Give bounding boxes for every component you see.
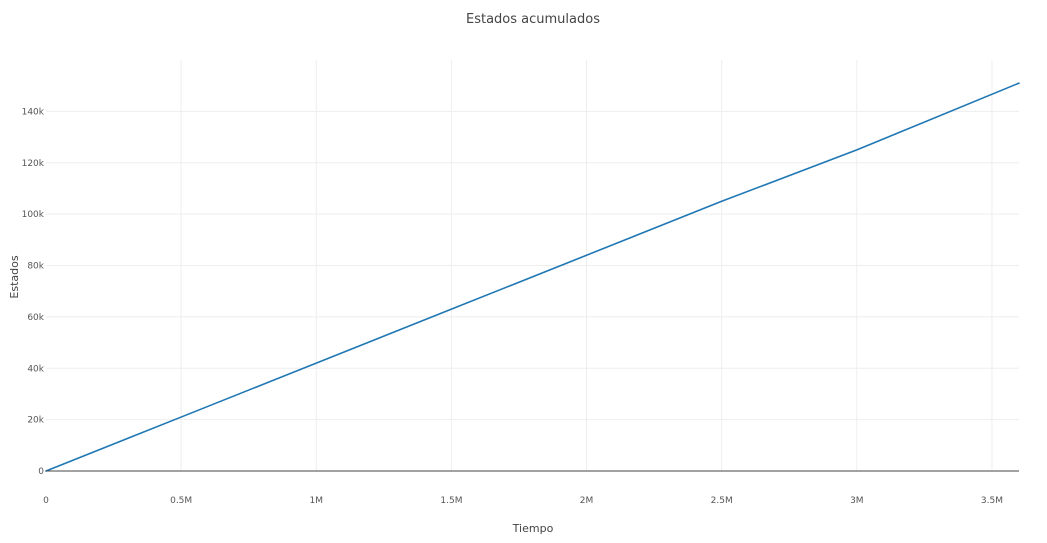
y-tick-label: 20k <box>27 416 44 426</box>
x-tick-label: 2.5M <box>711 496 733 506</box>
series-line <box>45 82 1020 472</box>
x-tick-label: 3.5M <box>981 496 1003 506</box>
y-tick-label: 0 <box>38 467 44 477</box>
x-tick-label: 1M <box>310 496 324 506</box>
grid-layer <box>46 60 1019 471</box>
x-axis-title: Tiempo <box>512 522 554 535</box>
x-tick-label: 1.5M <box>440 496 462 506</box>
y-tick-label: 80k <box>27 262 44 272</box>
x-tick-label: 3M <box>850 496 864 506</box>
y-tick-label: 100k <box>22 210 45 220</box>
x-tick-label: 2M <box>580 496 594 506</box>
y-tick-label: 40k <box>27 364 44 374</box>
axis-layer: 0 20k 40k 60k 80k 100k 120k 140k 0 0.5M 1M 1.5M 2M 2.… <box>22 107 1019 506</box>
y-axis-title: Estados <box>8 255 21 298</box>
y-tick-label: 60k <box>27 313 44 323</box>
y-tick-label: 120k <box>22 159 45 169</box>
chart-title: Estados acumulados <box>466 12 600 27</box>
y-tick-label: 140k <box>22 107 45 117</box>
x-tick-label: 0.5M <box>170 496 192 506</box>
x-tick-label: 0 <box>43 496 49 506</box>
series-layer <box>45 82 1020 472</box>
